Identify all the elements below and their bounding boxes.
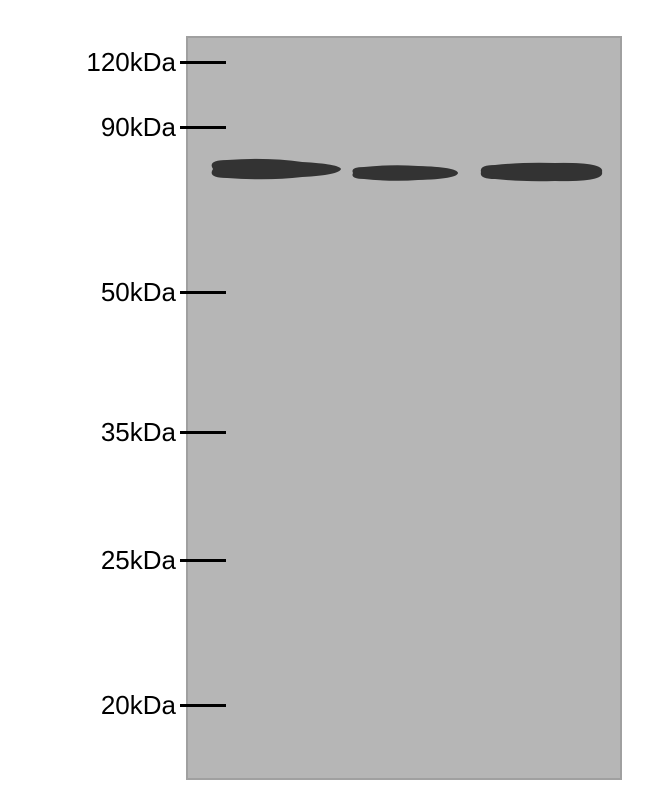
marker-tick xyxy=(180,61,226,64)
marker-row: 50kDa xyxy=(0,279,226,305)
marker-tick xyxy=(180,431,226,434)
marker-row: 90kDa xyxy=(0,114,226,140)
marker-label: 120kDa xyxy=(86,49,180,75)
protein-band xyxy=(207,158,343,180)
marker-label: 20kDa xyxy=(101,692,180,718)
blot-membrane xyxy=(186,36,622,780)
marker-label: 35kDa xyxy=(101,419,180,445)
protein-band xyxy=(348,162,461,184)
marker-tick xyxy=(180,126,226,129)
marker-tick xyxy=(180,559,226,562)
marker-row: 35kDa xyxy=(0,419,226,445)
protein-band xyxy=(477,161,607,183)
marker-label: 25kDa xyxy=(101,547,180,573)
marker-row: 120kDa xyxy=(0,49,226,75)
marker-label: 50kDa xyxy=(101,279,180,305)
marker-tick xyxy=(180,291,226,294)
marker-label-area: 120kDa 90kDa 50kDa 35kDa 25kDa 20kDa xyxy=(0,0,180,804)
marker-row: 20kDa xyxy=(0,692,226,718)
marker-label: 90kDa xyxy=(101,114,180,140)
marker-tick xyxy=(180,704,226,707)
marker-row: 25kDa xyxy=(0,547,226,573)
western-blot-figure: 120kDa 90kDa 50kDa 35kDa 25kDa 20kDa xyxy=(0,0,650,804)
